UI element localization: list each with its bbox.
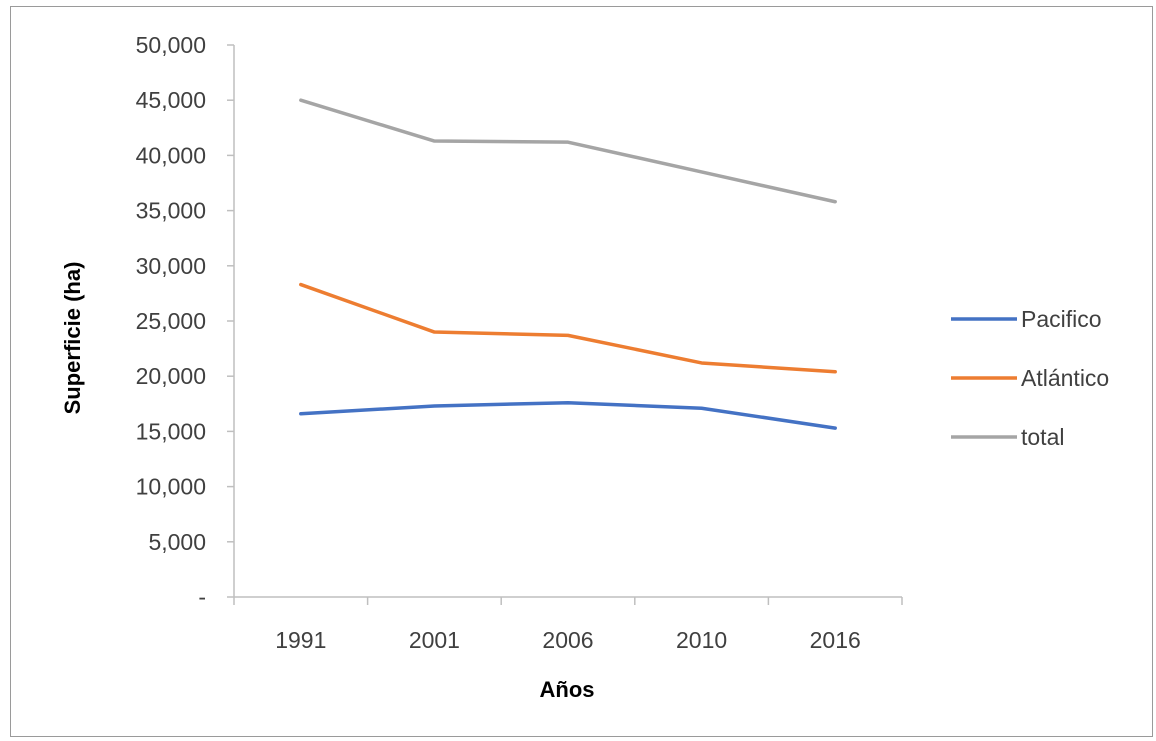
- series-line-pacifico: [299, 400, 837, 430]
- x-tick-label: 1991: [275, 627, 326, 653]
- y-tick-label: 25,000: [136, 308, 206, 334]
- y-tick-label: 15,000: [136, 418, 206, 444]
- x-tick-label: 2006: [542, 627, 593, 653]
- y-tick-label: -: [198, 584, 206, 610]
- y-tick-label: 30,000: [136, 253, 206, 279]
- legend: Pacifico Atlántico total: [951, 306, 1109, 450]
- x-tick-label: 2016: [810, 627, 861, 653]
- series-line-atlantico: [299, 282, 837, 374]
- y-tick-label: 20,000: [136, 363, 206, 389]
- x-axis-title: Años: [540, 677, 595, 702]
- chart-frame: [10, 6, 1153, 737]
- y-axis: - 5,000 10,000 15,000 20,000 25,000 30,000 35,0…: [136, 32, 235, 610]
- y-tick-label: 50,000: [136, 32, 206, 58]
- x-axis: 1991 2001 2006 2010 2016: [233, 596, 903, 653]
- x-tick-label: 2010: [676, 627, 727, 653]
- y-tick-label: 5,000: [148, 529, 206, 555]
- y-tick-label: 40,000: [136, 142, 206, 168]
- legend-label: Pacifico: [1021, 306, 1102, 332]
- series-line-total: [299, 98, 837, 204]
- y-tick-label: 10,000: [136, 474, 206, 500]
- legend-label: total: [1021, 424, 1064, 450]
- legend-label: Atlántico: [1021, 365, 1109, 391]
- series-lines: [299, 98, 837, 430]
- y-axis-title: Superficie (ha): [60, 262, 85, 415]
- y-tick-label: 35,000: [136, 198, 206, 224]
- y-tick-label: 45,000: [136, 87, 206, 113]
- x-tick-label: 2001: [409, 627, 460, 653]
